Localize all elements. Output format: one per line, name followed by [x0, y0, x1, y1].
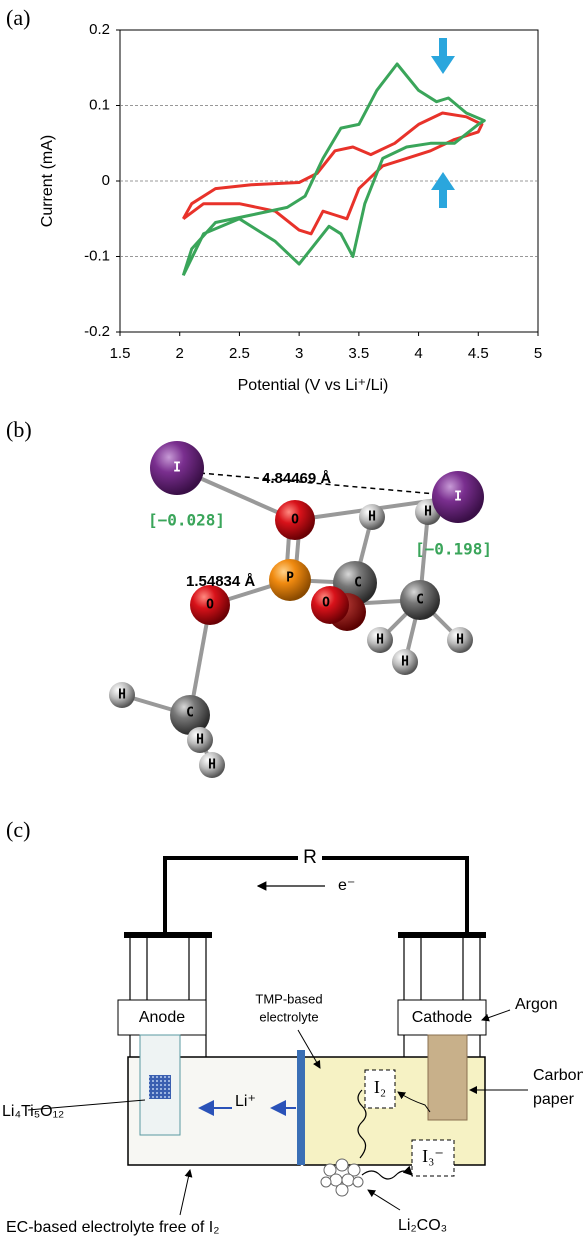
- label: Carbon: [533, 1067, 583, 1084]
- charge-label: [−0.028]: [148, 511, 225, 530]
- figure: (a) (b) (c) 0.2 0.1 0 -0.1 -0.21.5 2 2.5 3 3.5 4 4…: [0, 0, 583, 1242]
- label: paper: [533, 1091, 575, 1108]
- y-tick-label: -0.1: [84, 247, 110, 264]
- series-line: [183, 64, 484, 275]
- y-tick-label: 0: [102, 172, 110, 189]
- arrow: [431, 172, 455, 208]
- atom-label: O: [291, 513, 299, 528]
- label: TMP-based: [255, 991, 322, 1006]
- series-line: [183, 113, 482, 234]
- cell-diagram: R e⁻ Anode Cathode Argon Carbon paper TM…: [2, 847, 583, 1236]
- x-tick-label: 2: [176, 345, 184, 362]
- chart: 0.2 0.1 0 -0.1 -0.21.5 2 2.5 3 3.5 4 4.5 5: [84, 21, 542, 362]
- atom-label: O: [206, 598, 214, 613]
- label: Li⁺: [235, 1093, 256, 1110]
- y-tick-label: 0.2: [89, 21, 110, 38]
- arrow: [431, 38, 455, 74]
- charge-label: [−0.198]: [415, 540, 492, 559]
- atom-label: O: [322, 596, 330, 611]
- label: electrolyte: [259, 1009, 318, 1024]
- atom-label: H: [401, 655, 409, 670]
- label: Argon: [515, 996, 558, 1013]
- atom-label: H: [456, 633, 464, 648]
- distance-label: 1.54834 Å: [186, 573, 255, 590]
- y-tick-label: 0.1: [89, 96, 110, 113]
- y-axis-label: Current (mA): [39, 135, 56, 227]
- x-tick-label: 2.5: [229, 345, 250, 362]
- label: Li₂CO₃: [398, 1217, 447, 1234]
- electrode-label: Cathode: [412, 1009, 473, 1026]
- atom-label: H: [118, 688, 126, 703]
- electron-label: e⁻: [338, 877, 355, 894]
- atom-label: P: [286, 571, 294, 586]
- label: I₂: [374, 1077, 386, 1097]
- resistor-label: R: [303, 847, 317, 868]
- x-tick-label: 4: [414, 345, 422, 362]
- label: I₃⁻: [422, 1146, 444, 1166]
- atom-label: H: [208, 758, 216, 773]
- atom-label: H: [368, 510, 376, 525]
- panel-label: (c): [6, 817, 30, 842]
- x-tick-label: 1.5: [110, 345, 131, 362]
- atom-label: I: [454, 490, 462, 505]
- atom-label: H: [196, 733, 204, 748]
- panel-label: (a): [6, 5, 30, 30]
- x-tick-label: 4.5: [468, 345, 489, 362]
- atom-label: H: [424, 505, 432, 520]
- atom-label: C: [416, 593, 424, 608]
- x-tick-label: 5: [534, 345, 542, 362]
- x-tick-label: 3.5: [348, 345, 369, 362]
- atom-label: C: [354, 576, 362, 591]
- panel-label: (b): [6, 417, 32, 442]
- atom-label: I: [173, 461, 181, 476]
- x-axis-label: Potential (V vs Li⁺/Li): [238, 377, 389, 394]
- label: EC-based electrolyte free of I₂: [6, 1219, 219, 1236]
- atom-label: H: [376, 633, 384, 648]
- atom-label: C: [186, 706, 194, 721]
- distance-label: 4.84469 Å: [262, 470, 331, 487]
- electrode-label: Anode: [139, 1009, 185, 1026]
- molecule: H H I I O C P O H C H H O H C H H 4.8446…: [109, 441, 492, 778]
- label: Li₄Ti₅O₁₂: [2, 1103, 64, 1120]
- x-tick-label: 3: [295, 345, 303, 362]
- y-tick-label: -0.2: [84, 323, 110, 340]
